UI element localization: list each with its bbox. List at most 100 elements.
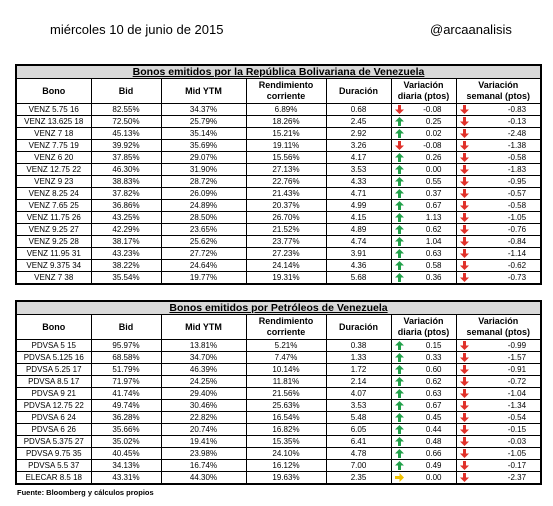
cell: -0.54: [455, 411, 542, 424]
column-header: Variación diaria (ptos): [390, 78, 457, 104]
cell: 39.92%: [90, 139, 162, 152]
cell: VENZ 9.25 27: [15, 223, 92, 236]
cell: 0.60: [390, 363, 457, 376]
cell: 0.63: [390, 387, 457, 400]
arrow-flat: [394, 473, 404, 482]
cell: 27.23%: [245, 247, 327, 260]
column-header: Rendimiento corriente: [245, 314, 327, 340]
arrow-down: [459, 389, 469, 398]
cell: 25.63%: [245, 399, 327, 412]
cell: 4.99: [325, 199, 392, 212]
row: PDVSA 6 24 36.28% 22.82% 16.54% 5.48 0.45 -0.5…: [15, 411, 542, 424]
cell: 0.66: [390, 447, 457, 460]
cell: VENZ 7.75 19: [15, 139, 92, 152]
cell: 35.02%: [90, 435, 162, 448]
cell: 35.54%: [90, 271, 162, 285]
row: VENZ 12.75 22 46.30% 31.90% 27.13% 3.53 0.00-…: [15, 163, 542, 176]
cell: 41.74%: [90, 387, 162, 400]
cell: 19.41%: [160, 435, 247, 448]
row: ELECAR 8.5 18 43.31% 44.30% 19.63% 2.35 0.00-…: [15, 471, 542, 485]
arrow-up: [394, 189, 404, 198]
cell: 13.81%: [160, 339, 247, 352]
source: Fuente: Bloomberg y cálculos propios: [17, 488, 154, 497]
cell: 46.30%: [90, 163, 162, 176]
cell: 0.25: [390, 115, 457, 128]
arrow-down: [459, 413, 469, 422]
arrow-up: [394, 213, 404, 222]
row: VENZ 7.65 25 36.86% 24.89% 20.37% 4.99 0.67 -0…: [15, 199, 542, 212]
cell: 44.30%: [160, 471, 247, 485]
cell: 4.33: [325, 175, 392, 188]
cell: -0.58: [455, 199, 542, 212]
cell: 24.89%: [160, 199, 247, 212]
row: PDVSA 8.5 17 71.97% 24.25% 11.81% 2.14 0.62 -0…: [15, 375, 542, 388]
cell: VENZ 8.25 24: [15, 187, 92, 200]
arrow-down: [459, 437, 469, 446]
cell: PDVSA 9 21: [15, 387, 92, 400]
arrow-down: [459, 273, 469, 282]
cell: 21.56%: [245, 387, 327, 400]
cell: 35.66%: [90, 423, 162, 436]
cell: 38.83%: [90, 175, 162, 188]
arrow-up: [394, 377, 404, 386]
cell: -0.17: [455, 459, 542, 472]
cell: 0.45: [390, 411, 457, 424]
cell: 5.48: [325, 411, 392, 424]
arrow-down: [459, 401, 469, 410]
arrow-up: [394, 237, 404, 246]
cell: 40.45%: [90, 447, 162, 460]
cell: 16.54%: [245, 411, 327, 424]
arrow-up: [394, 165, 404, 174]
cell: -1.57: [455, 351, 542, 364]
table-title: Bonos emitidos por la República Bolivari…: [15, 64, 542, 79]
row: PDVSA 9 21 41.74% 29.40% 21.56% 4.07 0.63 -1.0…: [15, 387, 542, 400]
cell: 11.81%: [245, 375, 327, 388]
cell: ELECAR 8.5 18: [15, 471, 92, 485]
cell: 0.33: [390, 351, 457, 364]
cell: 0.26: [390, 151, 457, 164]
cell: 51.79%: [90, 363, 162, 376]
column-header: Bono: [15, 314, 92, 340]
cell: 4.89: [325, 223, 392, 236]
cell: 38.17%: [90, 235, 162, 248]
cell: -2.37: [455, 471, 542, 485]
arrow-down: [459, 201, 469, 210]
cell: -0.62: [455, 259, 542, 272]
cell: 38.22%: [90, 259, 162, 272]
arrow-up: [394, 437, 404, 446]
arrow-up: [394, 201, 404, 210]
cell: 34.70%: [160, 351, 247, 364]
cell: 21.52%: [245, 223, 327, 236]
cell: PDVSA 12.75 22: [15, 399, 92, 412]
cell: 21.43%: [245, 187, 327, 200]
cell: 0.37: [390, 187, 457, 200]
column-header: Duración: [325, 78, 392, 104]
cell: 16.74%: [160, 459, 247, 472]
cell: 3.53: [325, 163, 392, 176]
cell: 1.13: [390, 211, 457, 224]
cell: VENZ 6 20: [15, 151, 92, 164]
cell: 7.00: [325, 459, 392, 472]
cell: VENZ 9.375 34: [15, 259, 92, 272]
cell: 20.37%: [245, 199, 327, 212]
cell: PDVSA 5.25 17: [15, 363, 92, 376]
cell: 29.40%: [160, 387, 247, 400]
arrow-up: [394, 353, 404, 362]
cell: 0.00: [390, 471, 457, 485]
cell: -0.84: [455, 235, 542, 248]
cell: PDVSA 8.5 17: [15, 375, 92, 388]
column-header: Variación semanal (ptos): [455, 314, 542, 340]
cell: 2.45: [325, 115, 392, 128]
cell: 23.77%: [245, 235, 327, 248]
cell: 82.55%: [90, 103, 162, 116]
cell: 19.11%: [245, 139, 327, 152]
cell: -0.83: [455, 103, 542, 116]
cell: 29.07%: [160, 151, 247, 164]
data-table: Bonos emitidos por Petróleos de Venezuel…: [15, 300, 543, 485]
cell: 15.35%: [245, 435, 327, 448]
arrow-up: [394, 449, 404, 458]
cell: 68.58%: [90, 351, 162, 364]
arrow-up: [394, 117, 404, 126]
arrow-up: [394, 401, 404, 410]
cell: PDVSA 5.125 16: [15, 351, 92, 364]
